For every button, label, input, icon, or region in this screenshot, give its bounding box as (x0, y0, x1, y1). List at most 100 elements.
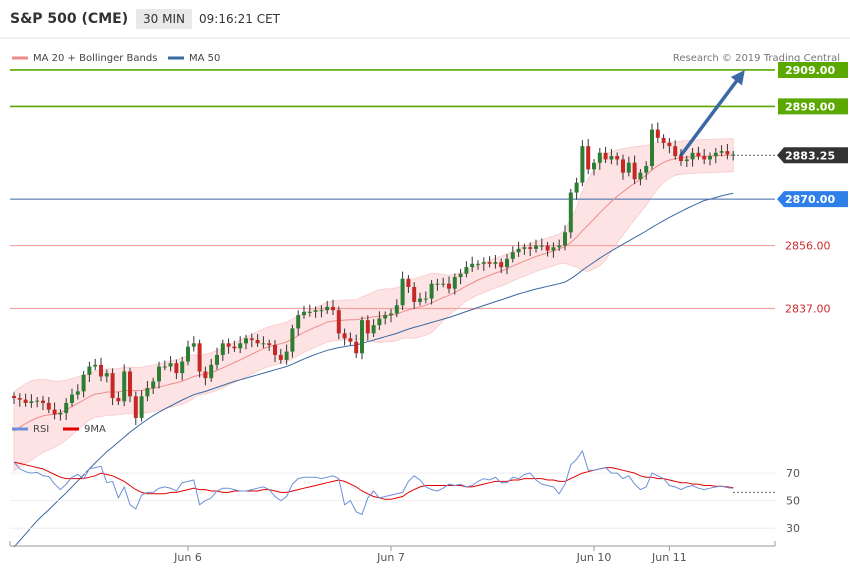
candle-24 (151, 377, 156, 395)
candle-93 (551, 242, 556, 258)
candle-23 (145, 380, 150, 402)
candle-32 (197, 339, 202, 378)
candle-body-116 (684, 159, 689, 162)
candle-38 (232, 340, 237, 352)
candle-14 (93, 358, 98, 371)
candle-body-55 (331, 306, 335, 311)
candle-body-67 (400, 278, 405, 306)
candle-16 (104, 369, 109, 383)
resistance-badge-1-text: 2909.00 (785, 64, 835, 77)
candle-body-86 (510, 252, 515, 259)
candle-body-30 (186, 346, 190, 362)
candle-body-20 (128, 371, 132, 397)
candle-47 (284, 344, 289, 365)
candle-33 (203, 366, 208, 386)
candle-body-122 (719, 151, 724, 153)
candle-body-112 (661, 137, 666, 143)
candle-65 (389, 308, 393, 323)
candle-110 (650, 123, 654, 170)
candle-48 (290, 324, 295, 358)
candle-body-113 (667, 142, 672, 147)
candle-50 (302, 305, 306, 319)
candle-11 (75, 384, 80, 400)
candle-1 (17, 393, 22, 407)
candle-74 (441, 277, 446, 288)
candle-101 (597, 147, 602, 170)
candle-79 (470, 256, 475, 272)
candle-body-12 (81, 374, 86, 392)
candle-body-54 (325, 306, 330, 311)
candle-body-58 (348, 338, 353, 342)
current-price-badge: 2883.25 (777, 147, 848, 164)
candle-body-121 (713, 152, 718, 157)
candle-2 (23, 393, 28, 407)
current-price-badge-text: 2883.25 (785, 149, 835, 162)
current-price-badge-bg (777, 147, 848, 164)
candle-19 (122, 364, 127, 407)
candle-body-71 (423, 298, 428, 300)
candle-body-83 (493, 262, 498, 264)
candle-120 (708, 152, 712, 166)
candle-body-15 (99, 364, 103, 377)
candle-body-41 (249, 338, 254, 341)
candle-30 (186, 340, 190, 366)
candle-28 (174, 359, 179, 380)
candle-116 (684, 155, 689, 168)
price-badges-layer: 2909.00 2898.00 2883.25 2870.00 2856.00 2837.… (777, 61, 848, 316)
candle-57 (342, 328, 347, 346)
candle-6 (46, 397, 51, 414)
candle-9 (64, 398, 69, 421)
candle-body-69 (412, 286, 417, 302)
candle-body-70 (418, 298, 422, 302)
candle-95 (563, 225, 567, 251)
candle-body-92 (545, 245, 550, 251)
candle-body-4 (35, 400, 40, 402)
candle-body-78 (464, 267, 469, 274)
candle-body-115 (679, 156, 683, 162)
candle-13 (87, 361, 92, 382)
candle-67 (400, 271, 405, 311)
candle-body-49 (296, 315, 301, 329)
bollinger-band (13, 138, 734, 472)
candle-71 (423, 291, 428, 304)
candle-99 (586, 139, 591, 175)
timeframe-badge (136, 9, 192, 29)
candle-body-123 (725, 151, 730, 155)
candle-body-43 (261, 343, 266, 345)
time-label-2: Jun 10 (576, 551, 612, 564)
candle-body-29 (180, 361, 185, 374)
candle-12 (81, 371, 86, 398)
candle-60 (360, 316, 364, 360)
rsi-ma9-line (13, 461, 734, 500)
candle-35 (215, 347, 219, 370)
candle-53 (319, 305, 324, 318)
candle-80 (476, 260, 480, 270)
candle-body-35 (215, 354, 219, 365)
bollinger-band-layer (13, 138, 734, 472)
resistance-badge-1-bg (778, 61, 848, 78)
candle-body-93 (551, 247, 556, 251)
candle-body-13 (87, 366, 92, 375)
rsi-ma9-legend-label: 9MA (84, 424, 106, 435)
candle-113 (667, 138, 672, 154)
candle-36 (220, 339, 225, 361)
rsi-tick-50: 50 (786, 495, 800, 508)
candle-body-80 (476, 263, 480, 265)
ma50-price-badge-text: 2870.00 (785, 193, 835, 206)
candle-body-31 (191, 343, 196, 347)
candle-3 (29, 394, 34, 408)
candle-97 (574, 177, 579, 200)
candle-61 (365, 315, 370, 341)
time-axis-labels: Jun 6 Jun 7 Jun 10 Jun 11 (9, 541, 776, 564)
candle-body-7 (52, 409, 57, 415)
candle-112 (661, 134, 666, 149)
candle-4 (35, 397, 40, 408)
candle-body-103 (609, 156, 614, 160)
candle-52 (313, 306, 318, 318)
candle-body-73 (435, 283, 440, 285)
candle-body-40 (244, 338, 248, 344)
candle-45 (273, 340, 277, 363)
candle-body-114 (673, 146, 678, 157)
candle-body-28 (174, 363, 179, 374)
